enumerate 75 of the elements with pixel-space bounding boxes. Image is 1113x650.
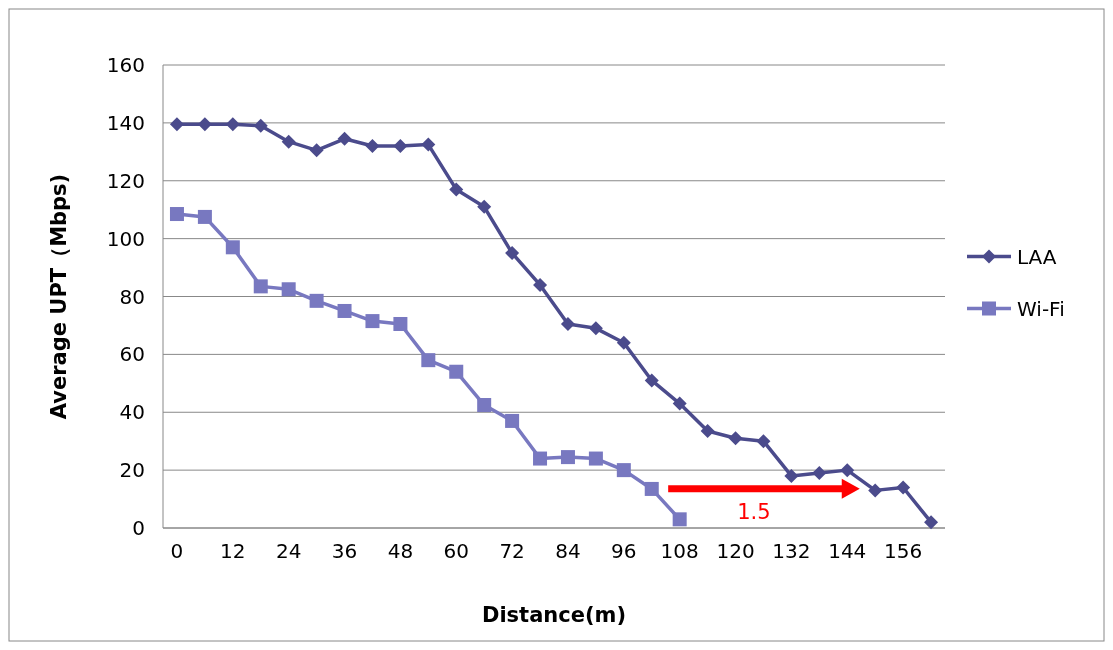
point [672,396,687,411]
x-tick-label: 84 [555,539,581,563]
point [560,450,575,465]
y-axis-title: Average UPT（Mbps) [47,173,71,420]
point [644,373,659,388]
point [421,137,436,152]
point [477,199,492,214]
y-tick-label: 0 [132,516,145,540]
x-tick-label: 156 [884,539,923,563]
x-tick-label: 120 [716,539,755,563]
x-tick-label: 36 [331,539,358,563]
x-tick-label: 0 [170,539,184,563]
point [197,117,212,132]
y-tick-label: 120 [106,168,145,193]
x-axis-title: Distance(m) [481,603,627,627]
point [281,282,296,297]
point [533,451,548,466]
point [728,431,743,446]
x-tick-label: 72 [499,539,525,563]
point [505,246,520,261]
point [449,364,464,379]
y-tick-label: 160 [106,53,145,77]
point [169,207,184,222]
point [644,481,659,496]
point [700,424,715,439]
point [309,143,324,158]
point [225,117,240,132]
y-tick-label: 20 [119,458,145,483]
point [588,451,603,466]
point [253,279,268,294]
x-tick-label: 48 [387,539,414,563]
point [533,277,548,292]
point [169,117,184,132]
point [337,303,352,318]
annotation: 1.5 [737,499,771,524]
y-tick-label: 80 [119,284,145,309]
point [896,480,911,495]
point [756,434,771,449]
y-tick-label: 140 [106,110,145,135]
point [616,463,631,478]
point [560,316,575,331]
point [197,209,212,224]
point [253,118,268,133]
point [225,240,240,255]
point [672,512,687,527]
point [421,353,436,368]
x-tick-label: 132 [772,539,811,563]
x-tick-label: 60 [443,539,469,563]
legend-label: Wi-Fi [1017,296,1065,321]
point [588,321,603,336]
y-tick-label: 100 [106,226,145,251]
x-tick-label: 108 [660,539,699,563]
point [505,413,520,428]
x-tick-label: 96 [611,539,637,563]
point [365,139,380,154]
point [337,131,352,146]
point [309,293,324,308]
point [616,335,631,350]
x-tick-label: 12 [220,539,246,563]
point [477,398,492,413]
point [393,139,408,154]
legend-label: LAA [1017,244,1057,269]
x-tick-label: 144 [828,539,867,563]
point [281,134,296,149]
point [868,483,883,498]
y-tick-label: 60 [119,342,145,367]
point [393,316,408,331]
point [924,515,939,530]
point [784,468,799,483]
point [449,182,464,197]
point [840,463,855,478]
point [365,314,380,329]
y-tick-label: 40 [119,400,145,425]
point [812,466,827,481]
x-tick-label: 24 [275,539,302,563]
